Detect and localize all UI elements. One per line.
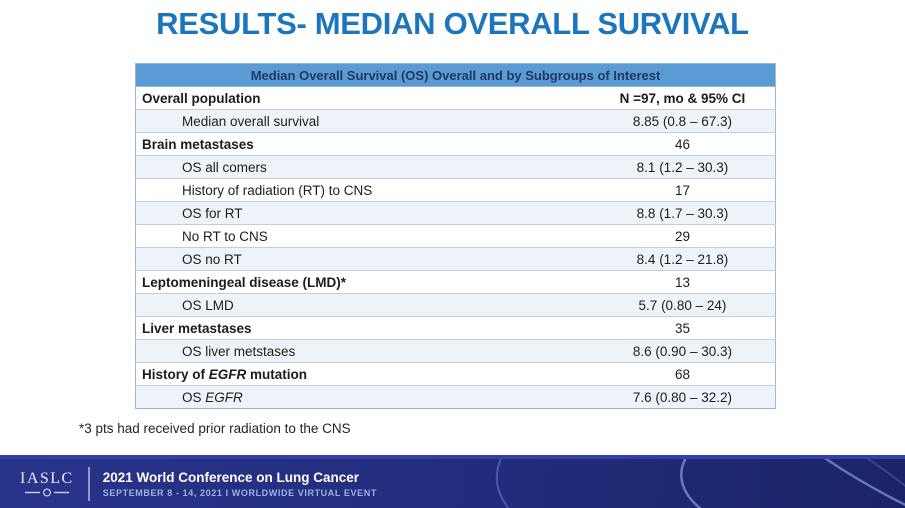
row-label: OS LMD [135, 293, 590, 317]
table-row: OS all comers 8.1 (1.2 – 30.3) [135, 155, 776, 179]
row-value: N =97, mo & 95% CI [589, 86, 776, 110]
iaslc-logo: IASLC [20, 469, 74, 497]
table-row: OS no RT 8.4 (1.2 – 21.8) [135, 247, 776, 271]
footer-swoosh-decoration [495, 459, 905, 508]
footer-content: IASLC 2021 World Conference on Lung Canc… [0, 459, 905, 508]
iaslc-emblem-icon [24, 487, 69, 497]
row-label: Leptomeningeal disease (LMD)* [135, 270, 590, 294]
row-label: Brain metastases [135, 132, 590, 156]
table-row: Leptomeningeal disease (LMD)* 13 [135, 270, 776, 294]
survival-table-body: Overall population N =97, mo & 95% CI Medi… [135, 86, 776, 409]
footer-banner: IASLC 2021 World Conference on Lung Canc… [0, 455, 905, 508]
row-value: 68 [589, 362, 776, 386]
table-row: Liver metastases 35 [135, 316, 776, 340]
row-value: 8.1 (1.2 – 30.3) [589, 155, 776, 179]
table-header-row: Median Overall Survival (OS) Overall and… [135, 63, 776, 87]
row-label: History of EGFR mutation [135, 362, 590, 386]
page-title: RESULTS- MEDIAN OVERALL SURVIVAL [156, 6, 749, 41]
row-label: OS all comers [135, 155, 590, 179]
survival-table-container: Median Overall Survival (OS) Overall and… [135, 63, 776, 409]
table-row: OS for RT 8.8 (1.7 – 30.3) [135, 201, 776, 225]
table-row: History of radiation (RT) to CNS 17 [135, 178, 776, 202]
row-label: Liver metastases [135, 316, 590, 340]
row-label: OS EGFR [135, 385, 590, 409]
footnote: *3 pts had received prior radiation to t… [79, 421, 351, 436]
table-row: History of EGFR mutation 68 [135, 362, 776, 386]
row-value: 8.6 (0.90 – 30.3) [589, 339, 776, 363]
row-label: OS liver metstases [135, 339, 590, 363]
row-value: 5.7 (0.80 – 24) [589, 293, 776, 317]
conference-title: 2021 World Conference on Lung Cancer [102, 469, 360, 485]
row-value: 7.6 (0.80 – 32.2) [589, 385, 776, 409]
row-label: OS for RT [135, 201, 590, 225]
table-row: No RT to CNS 29 [135, 224, 776, 248]
table-title: Median Overall Survival (OS) Overall and… [135, 63, 776, 87]
row-value: 46 [589, 132, 776, 156]
table-row: Median overall survival 8.85 (0.8 – 67.3) [135, 109, 776, 133]
row-value: 8.4 (1.2 – 21.8) [589, 247, 776, 271]
table-row: OS liver metstases 8.6 (0.90 – 30.3) [135, 339, 776, 363]
row-value: 35 [589, 316, 776, 340]
row-value: 29 [589, 224, 776, 248]
table-row: Overall population N =97, mo & 95% CI [135, 86, 776, 110]
table-row: OS LMD 5.7 (0.80 – 24) [135, 293, 776, 317]
conference-dates: SEPTEMBER 8 - 14, 2021 I WORLDWIDE VIRTU… [102, 487, 377, 498]
row-value: 8.85 (0.8 – 67.3) [589, 109, 776, 133]
footer-divider [87, 466, 90, 501]
row-value: 13 [589, 270, 776, 294]
row-value: 17 [589, 178, 776, 202]
survival-table: Median Overall Survival (OS) Overall and… [135, 63, 776, 409]
row-label: No RT to CNS [135, 224, 590, 248]
row-label: History of radiation (RT) to CNS [135, 178, 590, 202]
row-label: OS no RT [135, 247, 590, 271]
footer-text-block: 2021 World Conference on Lung Cancer SEP… [103, 470, 377, 498]
row-value: 8.8 (1.7 – 30.3) [589, 201, 776, 225]
table-row: Brain metastases 46 [135, 132, 776, 156]
iaslc-logo-text: IASLC [20, 469, 74, 487]
table-row: OS EGFR 7.6 (0.80 – 32.2) [135, 385, 776, 409]
row-label: Median overall survival [135, 109, 590, 133]
row-label: Overall population [135, 86, 590, 110]
